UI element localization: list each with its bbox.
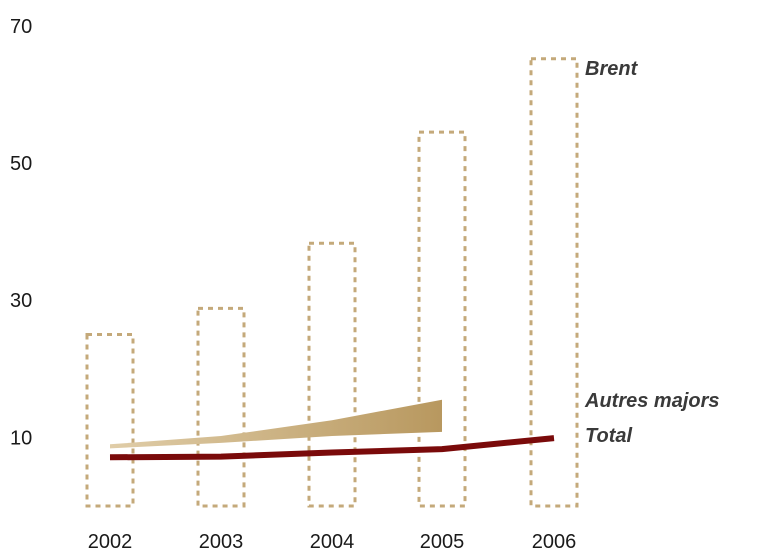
brent-bars <box>85 57 579 508</box>
x-axis-tick-labels: 2002 2003 2004 2005 2006 <box>88 531 577 552</box>
brent-bar-2004 <box>307 241 357 508</box>
x-tick-label-2003: 2003 <box>199 531 244 552</box>
total-line <box>109 435 555 461</box>
x-tick-label-2005: 2005 <box>420 531 465 552</box>
total-line-layer <box>109 435 555 461</box>
series-label-brent: Brent <box>585 58 639 80</box>
y-tick-label-10: 10 <box>10 427 32 449</box>
series-label-total: Total <box>585 425 632 447</box>
brent-bar-2005 <box>417 130 467 508</box>
series-labels: Brent Autres majors Total <box>584 58 720 447</box>
series-label-autres-majors: Autres majors <box>584 390 720 412</box>
autres-majors-band-layer <box>110 399 442 449</box>
y-tick-label-70: 70 <box>10 16 32 38</box>
y-tick-label-30: 30 <box>10 290 32 312</box>
brent-bar-2003 <box>196 306 246 508</box>
x-tick-label-2004: 2004 <box>310 531 355 552</box>
x-tick-label-2002: 2002 <box>88 531 133 552</box>
y-axis-tick-labels: 10 30 50 70 <box>10 16 32 450</box>
brent-bar-2006 <box>529 57 579 508</box>
brent-bar-2002 <box>85 333 135 508</box>
x-tick-label-2006: 2006 <box>532 531 577 552</box>
y-tick-label-50: 50 <box>10 153 32 175</box>
autres-majors-band <box>110 399 442 449</box>
